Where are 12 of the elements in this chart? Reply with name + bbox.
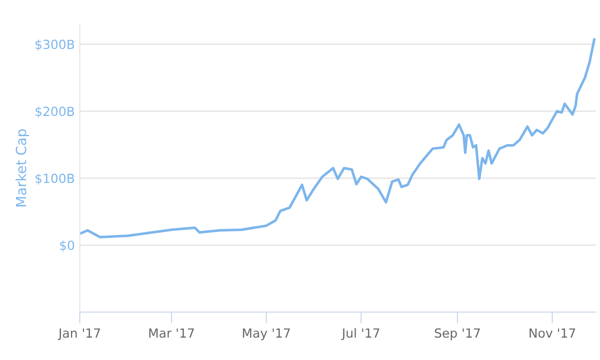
y-tick-label: $200B xyxy=(36,106,74,118)
line-series xyxy=(80,38,596,238)
x-tick-label: Sep '17 xyxy=(434,328,480,340)
y-tick-label: $300B xyxy=(36,39,74,51)
x-tick-label: Mar '17 xyxy=(149,328,194,338)
x-tick-label: Nov '17 xyxy=(530,328,576,338)
x-tick-label: Jul '17 xyxy=(341,328,380,340)
y-tick-label: $0 xyxy=(60,240,74,252)
y-tick-label: $100B xyxy=(36,173,74,185)
x-tick-label: May '17 xyxy=(242,328,290,340)
x-tick-label: Jan '17 xyxy=(58,328,100,340)
y-axis-title: Market Cap xyxy=(16,129,29,206)
